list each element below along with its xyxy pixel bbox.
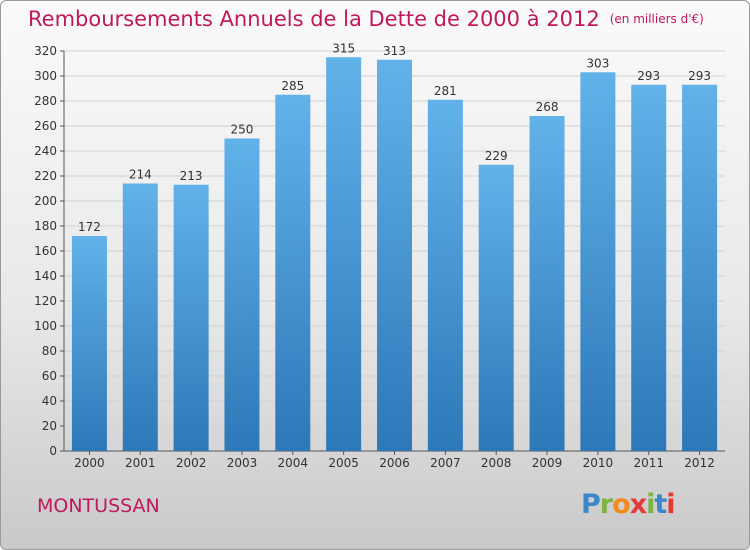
y-tick-label: 40 <box>42 394 57 408</box>
data-label-2009: 268 <box>536 100 559 114</box>
data-label-2007: 281 <box>434 84 457 98</box>
commune-name: MONTUSSAN <box>37 495 160 517</box>
y-tick-label: 20 <box>42 419 57 433</box>
bar-2010[interactable] <box>580 72 616 451</box>
x-tick-label: 2011 <box>633 456 664 470</box>
bar-2011[interactable] <box>631 84 667 451</box>
x-tick-label: 2004 <box>278 456 309 470</box>
bar-2004[interactable] <box>275 94 311 451</box>
y-tick-label: 120 <box>34 294 57 308</box>
x-tick-label: 2000 <box>74 456 105 470</box>
x-tick-label: 2002 <box>176 456 207 470</box>
x-tick-label: 2009 <box>532 456 563 470</box>
bar-2006[interactable] <box>377 59 412 451</box>
bar-2009[interactable] <box>529 116 565 451</box>
data-label-2011: 293 <box>637 69 660 83</box>
title-line: Remboursements Annuels de la Dette de 20… <box>28 7 704 31</box>
data-label-2003: 250 <box>231 123 254 137</box>
y-tick-label: 60 <box>42 369 57 383</box>
x-tick-label: 2001 <box>125 456 156 470</box>
data-label-2006: 313 <box>383 44 406 58</box>
y-tick-label: 0 <box>49 444 57 458</box>
data-label-layer: 172 214 213 250 285 315 313 281 229 268 303 293 293 <box>78 41 711 234</box>
y-tick-label: 280 <box>34 94 57 108</box>
bar-2007[interactable] <box>427 99 463 451</box>
bar-layer <box>71 57 718 452</box>
x-tick-label: 2012 <box>684 456 715 470</box>
data-label-2002: 213 <box>180 169 203 183</box>
y-tick-label: 220 <box>34 169 57 183</box>
y-tick-label: 100 <box>34 319 57 333</box>
y-tick-label: 300 <box>34 69 57 83</box>
y-tick-label: 320 <box>34 44 57 58</box>
data-label-2005: 315 <box>332 41 355 55</box>
bar-2001[interactable] <box>122 183 158 452</box>
data-label-2012: 293 <box>688 69 711 83</box>
logo-letter: o <box>612 489 631 520</box>
x-tick-label: 2006 <box>379 456 410 470</box>
x-tick-label: 2005 <box>328 456 359 470</box>
data-label-2001: 214 <box>129 168 152 182</box>
y-tick-label: 140 <box>34 269 57 283</box>
bar-2008[interactable] <box>478 164 514 451</box>
data-label-2010: 303 <box>586 56 609 70</box>
axis-layer: 0 20 40 60 80 100 120 140 160 180 200 220 240 260 280 3… <box>34 44 725 470</box>
logo-letter: i <box>666 489 675 520</box>
data-label-2004: 285 <box>281 79 304 93</box>
logo-letter: t <box>654 489 667 520</box>
logo-letter: i <box>646 489 655 520</box>
y-tick-label: 240 <box>34 144 57 158</box>
bar-2005[interactable] <box>326 57 362 451</box>
chart-title: Remboursements Annuels de la Dette de 20… <box>28 7 600 31</box>
y-tick-label: 180 <box>34 219 57 233</box>
y-tick-label: 260 <box>34 119 57 133</box>
x-tick-label: 2010 <box>583 456 614 470</box>
y-tick-label: 80 <box>42 344 57 358</box>
bar-2003[interactable] <box>224 138 260 452</box>
x-tick-label: 2003 <box>227 456 258 470</box>
data-label-2000: 172 <box>78 220 101 234</box>
bar-2000[interactable] <box>71 236 107 451</box>
logo-letter: r <box>599 489 613 520</box>
chart-unit-label: (en milliers d'€) <box>609 12 704 26</box>
bar-2012[interactable] <box>682 84 718 451</box>
y-tick-label: 160 <box>34 244 57 258</box>
y-tick-label: 200 <box>34 194 57 208</box>
proxiti-logo[interactable]: Proxiti <box>581 489 676 520</box>
logo-letter: x <box>629 489 647 520</box>
x-tick-label: 2007 <box>430 456 461 470</box>
logo-letter: P <box>581 489 601 520</box>
x-tick-label: 2008 <box>481 456 512 470</box>
bar-2002[interactable] <box>173 184 209 451</box>
data-label-2008: 229 <box>485 149 508 163</box>
